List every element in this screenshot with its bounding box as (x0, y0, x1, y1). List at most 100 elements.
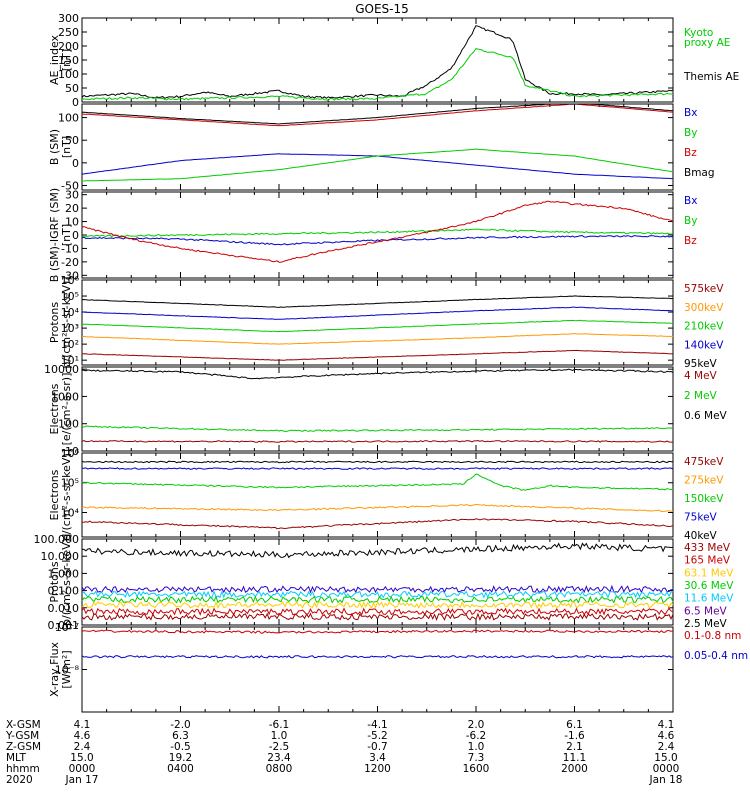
y-axis-label: e/(cm²-s-sr-keV)] (60, 449, 73, 541)
y-tick-label: 250 (58, 26, 79, 39)
legend-entry: 475keV (684, 456, 724, 468)
time-row-value: 2000 (561, 763, 588, 775)
y-tick-label: 0 (72, 229, 79, 242)
y-tick-label: 10⁵ (61, 477, 79, 490)
legend-entry: proxy AE (684, 37, 730, 49)
legend-entry: 165 MeV (684, 555, 731, 567)
legend-entry: 0.6 MeV (684, 410, 728, 422)
legend-entry: By (684, 215, 697, 227)
time-row-value: -6.1 (269, 719, 290, 731)
series-95kev (81, 295, 674, 308)
y-tick-label: -50 (61, 179, 79, 192)
time-row-value: 15.0 (654, 752, 677, 764)
y-tick-label: 10 (65, 216, 79, 229)
y-tick-label: 10⁻⁷ (55, 621, 79, 634)
time-row-value: -4.1 (367, 719, 388, 731)
series-40kev (81, 460, 673, 464)
y-axis-label: [nT] (60, 224, 73, 246)
time-row-value: 23.4 (267, 752, 291, 764)
legend-entry: 95keV (684, 358, 718, 370)
time-row-value: 11.1 (563, 752, 586, 764)
time-row-value: 4.1 (74, 719, 91, 731)
y-axis-label: p/(cm²-s-sr-keV)] (60, 276, 73, 368)
series-63.1-mev (81, 600, 674, 609)
series-0.1-0.8-nm (81, 629, 674, 634)
time-row-value: -2.0 (170, 719, 191, 731)
series-6.5-mev (81, 584, 674, 594)
series-2.5-mev (81, 542, 674, 559)
y-tick-label: 30 (65, 189, 79, 202)
panel-frame (81, 366, 674, 452)
panel-frame (81, 17, 674, 103)
y-tick-label: -10 (61, 242, 79, 255)
y-tick-label: 50 (65, 134, 79, 147)
time-row-value: 6.3 (172, 730, 189, 742)
y-tick-label: 300 (58, 12, 79, 25)
legend-entry: Bz (684, 235, 697, 247)
legend-entry: Themis AE (683, 71, 739, 83)
time-row-value: 2.0 (468, 719, 485, 731)
time-row-value: 15.0 (70, 752, 93, 764)
time-row-value: 6.1 (566, 719, 583, 731)
y-tick-label: 0.100 (48, 585, 80, 598)
legend-entry: Bx (684, 107, 697, 119)
y-axis-label: AE_index (48, 34, 61, 85)
legend-entry: By (684, 127, 697, 139)
time-row-value: 4.6 (74, 730, 91, 742)
legend-entry: Kyoto (684, 27, 713, 39)
time-row-value: 2.4 (74, 741, 91, 753)
y-tick-label: 10⁶ (61, 274, 80, 287)
time-row-value: Jan 18 (649, 774, 683, 786)
y-axis-label: B (SM)-IGRF (SM) (48, 188, 61, 282)
time-row-value: 4.6 (658, 730, 675, 742)
legend-entry: 300keV (684, 302, 724, 314)
y-tick-label: 100 (58, 418, 79, 431)
legend-entry: 210keV (684, 321, 724, 333)
time-row-value: -5.2 (367, 730, 388, 742)
legend-entry: 140keV (684, 339, 724, 351)
time-row-label: hhmm (6, 763, 40, 775)
series-by (81, 228, 674, 238)
legend-entry: Bx (684, 195, 697, 207)
series-2-mev (81, 425, 674, 432)
y-tick-label: 1.000 (48, 567, 80, 580)
y-axis-label: [nT] (60, 136, 73, 158)
panel-frame (81, 279, 674, 366)
legend-entry: 275keV (684, 475, 724, 487)
legend-entry: 30.6 MeV (684, 580, 734, 592)
series-275kev (81, 503, 674, 513)
legend-entry: 575keV (684, 283, 724, 295)
panel-bsm: -50 0 50 100 B (SM) [nT] Bx By Bz Bmag (48, 103, 715, 192)
time-row-label: Y-GSM (5, 730, 39, 742)
time-row-value: -0.5 (170, 741, 191, 753)
time-row-value: 0800 (266, 763, 293, 775)
legend-entry: Bmag (684, 167, 715, 179)
legend-entry: 63.1 MeV (684, 567, 734, 579)
series-210kev (81, 319, 674, 333)
panel-frame (81, 626, 674, 713)
y-tick-label: 1000 (51, 390, 79, 403)
time-row-value: 0000 (69, 763, 96, 775)
y-tick-label: 100 (58, 112, 79, 125)
time-row-value: -1.6 (564, 730, 585, 742)
y-tick-label: 10.000 (41, 550, 80, 563)
series-165-mev (81, 607, 674, 616)
series-575kev (81, 349, 674, 361)
series-11.6-mev (81, 590, 674, 599)
y-axis-label: Electrons (48, 469, 61, 520)
panel-frame (81, 103, 674, 191)
series-4-mev (81, 439, 673, 443)
time-axis-table: X-GSM 4.1 -2.0 -6.1 -4.1 2.0 6.1 4.1 Y-GSM 4.6 6.3… (5, 719, 682, 786)
series-30.6-mev (81, 595, 674, 604)
legend-entry: 75keV (684, 512, 718, 524)
panel-electrons1: 10 100 1000 10000 Electrons [e/(cm²-s-sr)] 4 M… (44, 363, 728, 458)
y-tick-label: 20 (65, 202, 79, 215)
series-by (81, 148, 674, 182)
y-axis-label: Protons (48, 302, 61, 343)
y-axis-label: [nT] (60, 49, 73, 71)
panel-xray: 10⁻⁸ 10⁻⁷ X-ray Flux [W/m²] 0.1-0.8 nm 0.05-0… (48, 621, 748, 713)
legend-entry: Bz (684, 147, 697, 159)
